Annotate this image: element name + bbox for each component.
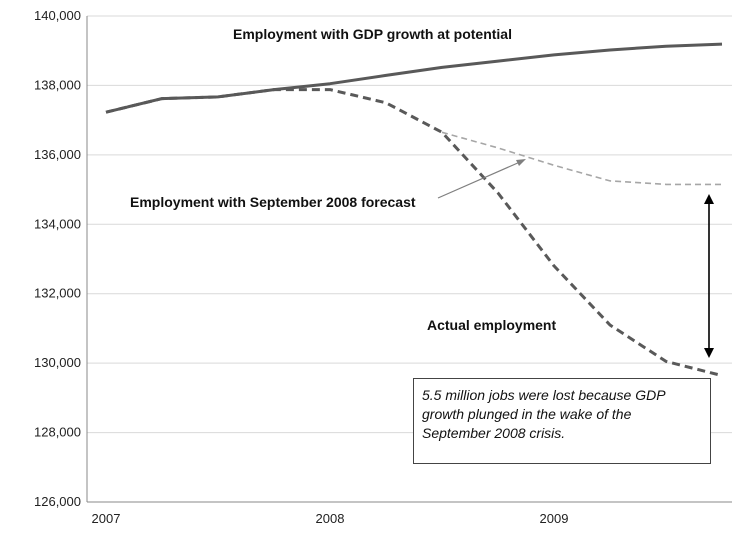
y-tick-label: 132,000 bbox=[34, 286, 81, 301]
forecast-pointer-arrow bbox=[437, 159, 526, 199]
y-tick-label: 136,000 bbox=[34, 147, 81, 162]
y-tick-label: 130,000 bbox=[34, 355, 81, 370]
potential-series-label: Employment with GDP growth at potential bbox=[233, 26, 512, 42]
note-line-1: 5.5 million jobs were lost because GDP bbox=[422, 387, 666, 403]
forecast-employment-line bbox=[441, 131, 722, 186]
x-tick-label: 2007 bbox=[92, 511, 121, 526]
jobs-gap-double-arrow bbox=[704, 194, 714, 358]
note-line-2: growth plunged in the wake of the bbox=[422, 406, 632, 422]
forecast-series-label: Employment with September 2008 forecast bbox=[130, 194, 416, 210]
actual-series-label: Actual employment bbox=[427, 317, 556, 333]
y-tick-label: 128,000 bbox=[34, 425, 81, 440]
series-layer bbox=[105, 42, 723, 378]
x-tick-label: 2009 bbox=[540, 511, 569, 526]
actual-employment-line bbox=[105, 88, 723, 378]
x-tick-label: 2008 bbox=[316, 511, 345, 526]
grid-lines bbox=[86, 15, 732, 503]
y-tick-label: 140,000 bbox=[34, 8, 81, 23]
note-line-3: September 2008 crisis. bbox=[422, 425, 566, 441]
y-tick-label: 138,000 bbox=[34, 77, 81, 92]
y-axis-ticks: 126,000 128,000 130,000 132,000 134,000 136,0… bbox=[34, 8, 81, 509]
y-tick-label: 126,000 bbox=[34, 494, 81, 509]
x-axis-ticks: 2007 2008 2009 bbox=[92, 511, 569, 526]
potential-employment-line bbox=[105, 42, 723, 114]
y-tick-label: 134,000 bbox=[34, 216, 81, 231]
jobs-lost-note: 5.5 million jobs were lost because GDP g… bbox=[413, 378, 711, 464]
